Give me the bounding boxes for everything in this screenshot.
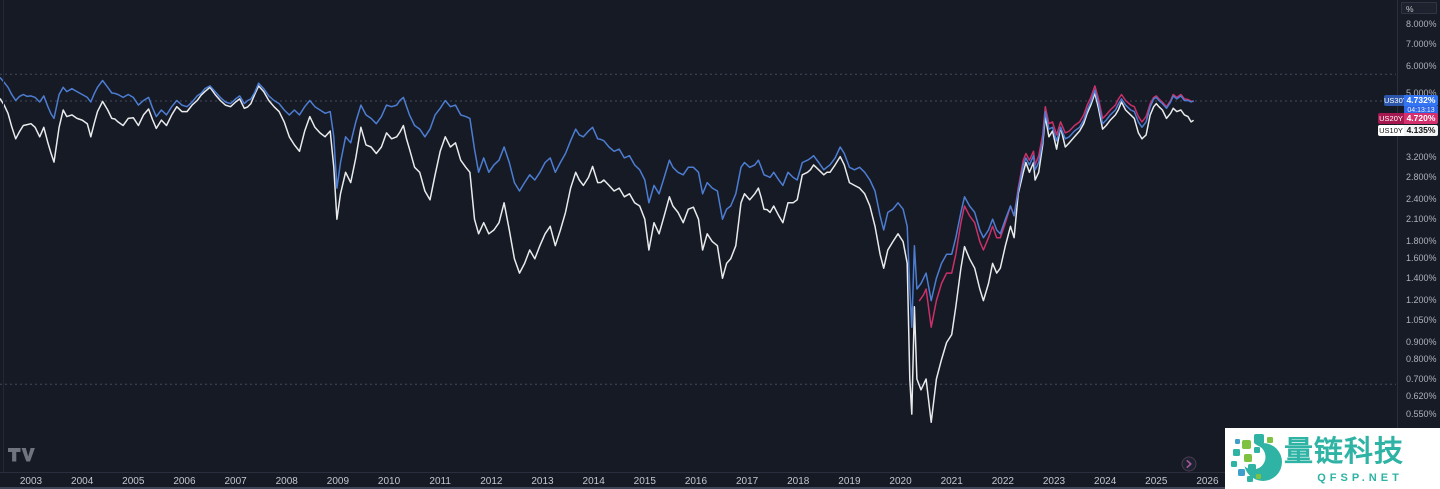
us30y-line[interactable] xyxy=(0,77,1194,328)
price-tick: 1.600% xyxy=(1406,253,1437,264)
price-tick: 0.800% xyxy=(1406,354,1437,365)
chevron-right-icon xyxy=(1186,460,1192,468)
price-tick: 1.050% xyxy=(1406,314,1437,325)
watermark-domain-text: QFSP.NET xyxy=(1317,472,1403,484)
price-tick: 2.100% xyxy=(1406,213,1437,224)
time-tick: 2023 xyxy=(1042,476,1066,487)
time-tick: 2016 xyxy=(684,476,708,487)
watermark-mosaic-logo-icon xyxy=(1231,434,1282,482)
site-watermark: 量链科技 QFSP.NET xyxy=(1225,428,1440,489)
price-tick: 6.000% xyxy=(1406,60,1437,71)
price-tick: 0.700% xyxy=(1406,373,1437,384)
time-tick: 2024 xyxy=(1094,476,1117,487)
time-tick: 2011 xyxy=(429,476,451,487)
horizontal-level-lines[interactable] xyxy=(0,73,1396,385)
time-tick: 2025 xyxy=(1145,476,1168,487)
time-tick: 2013 xyxy=(531,476,554,487)
time-tick: 2018 xyxy=(787,476,810,487)
us10y-line[interactable] xyxy=(0,85,1194,424)
pane-left-edge xyxy=(3,0,4,472)
us10y-value-chip: 4.135% xyxy=(1404,124,1438,136)
price-tick: 2.800% xyxy=(1406,171,1437,182)
us30y-bar-countdown: 04:13:13 xyxy=(1404,106,1438,115)
price-tick: 7.000% xyxy=(1406,38,1437,49)
time-tick: 2005 xyxy=(122,476,145,487)
time-tick: 2006 xyxy=(173,476,196,487)
price-tick: 0.620% xyxy=(1406,391,1437,402)
price-tick: 1.800% xyxy=(1406,236,1437,247)
time-tick: 2014 xyxy=(582,476,605,487)
time-tick: 2022 xyxy=(991,476,1014,487)
tradingview-logo[interactable] xyxy=(8,447,35,463)
price-tick: 1.200% xyxy=(1406,295,1437,306)
us30y-ticker-chip: US30Y xyxy=(1384,95,1404,106)
us20y-value-chip: 4.720% xyxy=(1404,113,1438,124)
us20y-ticker-chip: US20Y xyxy=(1378,113,1404,124)
time-axis[interactable]: 2003 2004 2005 2006 2007 2008 2009 2010 2011 2012… xyxy=(0,472,1440,489)
time-tick: 2009 xyxy=(326,476,350,487)
price-tick: 0.550% xyxy=(1406,408,1437,419)
time-tick: 2021 xyxy=(940,476,963,487)
time-tick: 2008 xyxy=(275,476,298,487)
price-tick: 0.900% xyxy=(1406,336,1437,347)
watermark-company-name: 量链科技 xyxy=(1284,434,1405,468)
price-tick: 1.400% xyxy=(1406,272,1437,283)
time-tick: 2004 xyxy=(71,476,94,487)
us10y-price-label[interactable]: US10Y 4.135% xyxy=(1378,124,1438,136)
us10y-ticker-chip: US10Y xyxy=(1378,124,1404,136)
price-tick: 5.000% xyxy=(1406,87,1437,98)
series-lines xyxy=(0,77,1194,424)
time-tick: 2007 xyxy=(224,476,247,487)
time-tick: 2026 xyxy=(1196,476,1219,487)
time-tick: 2020 xyxy=(889,476,912,487)
time-tick: 2017 xyxy=(735,476,759,487)
price-axis[interactable]: % 8.000%7.000%6.000%5.000%3.800%3.200%2.… xyxy=(1397,0,1440,472)
price-tick: 3.200% xyxy=(1406,152,1437,163)
us20y-price-label[interactable]: US20Y 4.720% xyxy=(1378,113,1438,124)
time-tick: 2003 xyxy=(19,476,43,487)
time-tick: 2012 xyxy=(480,476,503,487)
time-tick: 2015 xyxy=(633,476,656,487)
window-bottom-edge xyxy=(0,487,1440,489)
time-tick: 2019 xyxy=(838,476,861,487)
price-tick: 8.000% xyxy=(1406,19,1437,30)
price-tick: 2.400% xyxy=(1406,194,1437,205)
us30y-price-label[interactable]: US30Y 4.732% xyxy=(1384,95,1438,106)
price-axis-unit-button[interactable]: % xyxy=(1401,2,1437,14)
us30y-value-chip: 4.732% xyxy=(1404,95,1438,106)
go-to-realtime-button[interactable] xyxy=(1181,456,1197,472)
us20y-line[interactable] xyxy=(918,85,1194,328)
time-tick: 2010 xyxy=(377,476,401,487)
